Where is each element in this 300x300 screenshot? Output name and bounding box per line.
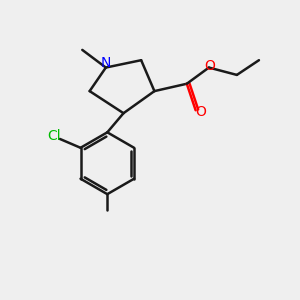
Text: Cl: Cl (47, 129, 61, 143)
Text: O: O (196, 105, 206, 119)
Text: N: N (100, 56, 111, 70)
Text: O: O (204, 59, 215, 73)
